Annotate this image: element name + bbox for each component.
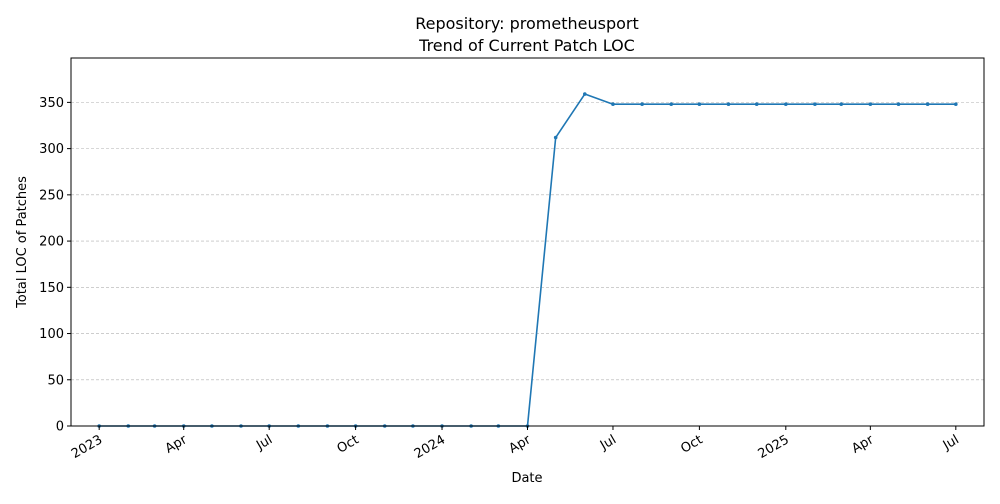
x-tick-label: Oct (335, 432, 362, 456)
y-tick-label: 0 (56, 420, 64, 435)
y-tick-label: 300 (39, 142, 64, 157)
data-point (813, 102, 817, 107)
data-point (669, 102, 674, 107)
x-tick-label: 2025 (756, 432, 792, 462)
data-point (954, 102, 958, 107)
x-tick-label: Apr (163, 432, 191, 457)
data-point (726, 102, 731, 107)
y-tick-label: 150 (39, 281, 64, 296)
x-tick-label: Jul (253, 432, 275, 453)
x-tick-label: Jul (940, 432, 962, 453)
x-tick-label: Jul (597, 432, 619, 453)
x-tick-label: Oct (678, 432, 705, 456)
x-tick-label: Apr (849, 432, 877, 457)
chart-title-line-1: Repository: prometheusport (415, 14, 639, 33)
data-point (553, 135, 558, 140)
x-tick-label: 2023 (69, 432, 105, 462)
series-group (97, 92, 958, 428)
plot-frame (70, 57, 985, 427)
data-point (868, 102, 873, 107)
x-axis: 2023 Apr Jul Oct 2024 Apr Jul Oct 2025 Apr Jul (69, 426, 962, 462)
data-point (754, 102, 759, 107)
y-tick-label: 100 (39, 327, 64, 342)
y-tick-label: 250 (39, 188, 64, 203)
x-axis-label: Date (511, 471, 542, 486)
data-point (640, 102, 644, 107)
data-point (582, 92, 587, 96)
y-axis-label: Total LOC of Patches (15, 176, 30, 309)
data-point (925, 102, 930, 107)
data-point (896, 102, 901, 107)
gridlines (71, 102, 984, 381)
y-tick-label: 200 (39, 235, 64, 250)
data-point (611, 102, 615, 107)
y-tick-label: 50 (47, 373, 64, 388)
data-point (784, 102, 788, 107)
x-tick-label: 2024 (412, 432, 448, 462)
chart-title-line-2: Trend of Current Patch LOC (418, 36, 635, 55)
data-point (839, 102, 844, 107)
series-line (99, 93, 956, 427)
data-point (697, 102, 702, 107)
x-tick-label: Apr (507, 432, 535, 457)
y-axis: 0 50 100 150 200 250 300 350 (39, 96, 71, 435)
y-tick-label: 350 (39, 96, 64, 111)
